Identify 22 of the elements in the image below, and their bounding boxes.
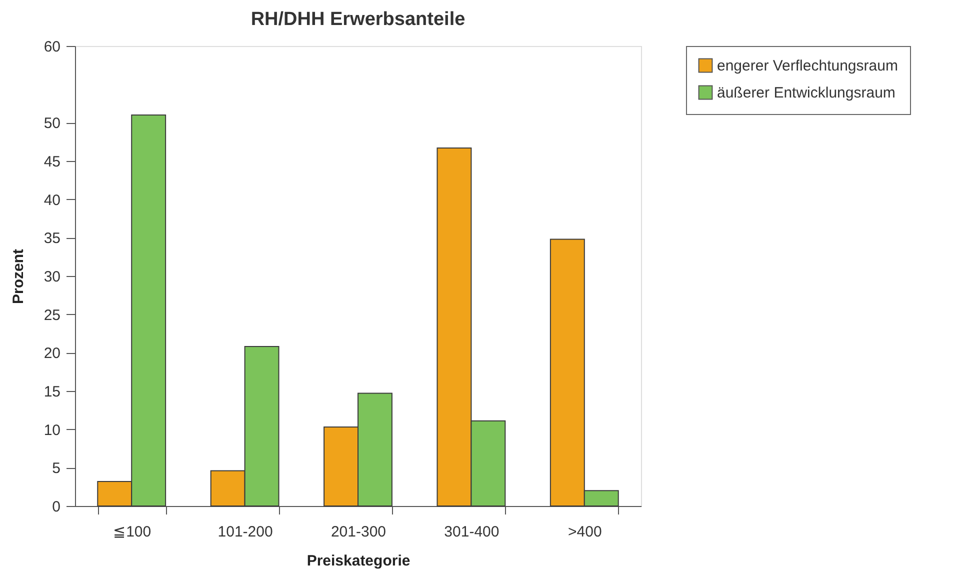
y-tick-label: 35 [44,230,60,248]
y-tick-label: 10 [44,422,60,439]
y-tick-label: 15 [44,384,60,400]
x-tick-label: 201-300 [330,524,386,540]
x-axis-title: Preiskategorie [306,552,410,570]
y-tick-label: 45 [44,154,60,170]
x-tick-label: 301-400 [444,524,500,540]
legend-label: äußerer Entwicklungsraum [717,84,896,102]
legend-label: engerer Verflechtungsraum [717,58,898,74]
y-tick-label: 5 [52,460,60,478]
chart-title: RH/DHH Erwerbsanteile [250,9,466,30]
y-tick-label: 30 [44,268,60,286]
y-tick-label: 50 [44,115,60,132]
y-tick-label: 60 [44,38,60,56]
x-tick-label: >400 [568,524,602,540]
y-tick-label: 25 [44,306,60,324]
x-tick-label: 101-200 [218,524,273,540]
y-tick-label: 0 [52,498,60,516]
y-tick-label: 20 [44,345,60,362]
y-axis-title: Prozent [10,248,27,304]
x-tick-label: ≦100 [113,524,152,540]
y-tick-label: 40 [44,192,60,209]
